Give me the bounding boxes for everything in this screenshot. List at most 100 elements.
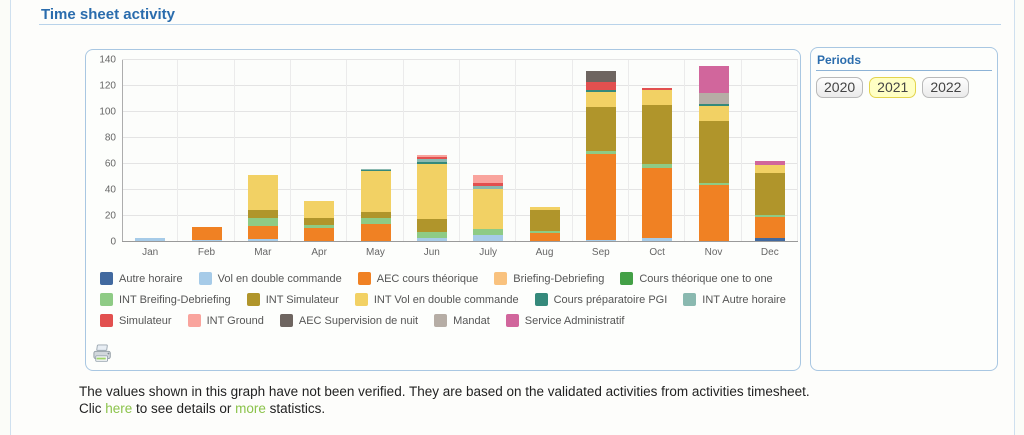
bar-segment xyxy=(754,164,785,174)
footer-line2-mid: to see details or xyxy=(132,401,236,416)
footer-line2: Clic here to see details or more statist… xyxy=(79,400,810,417)
legend-label: Simulateur xyxy=(119,314,172,327)
legend-label: Vol en double commande xyxy=(217,272,342,285)
bar-segment xyxy=(754,237,785,241)
legend-item: INT Vol en double commande xyxy=(354,293,519,306)
printer-icon[interactable] xyxy=(92,344,114,364)
bar-segment xyxy=(416,155,447,158)
bar-segment xyxy=(247,210,278,219)
legend-item: Vol en double commande xyxy=(198,272,342,285)
period-button-2020[interactable]: 2020 xyxy=(816,77,864,98)
chart-plot-area xyxy=(122,59,798,242)
bar-segment xyxy=(360,170,391,171)
bar-feb xyxy=(191,226,222,241)
chart-x-axis: Jan Feb Mar Apr May Jun July Aug Sep Oct Nov Dec xyxy=(122,247,798,261)
gridline-v xyxy=(290,60,291,242)
legend-swatch-icon xyxy=(187,314,201,327)
chart-y-axis: 0 20 40 60 80 100 120 140 xyxy=(86,55,118,248)
footer-line2-prefix: Clic xyxy=(79,401,106,416)
legend-swatch-icon xyxy=(683,293,697,306)
legend-swatch-icon xyxy=(494,272,508,285)
chart-legend: Autre horaire Vol en double commande AEC c… xyxy=(100,272,794,335)
gridline-v xyxy=(346,60,348,242)
x-tick-label: Mar xyxy=(254,247,272,258)
bar-segment xyxy=(642,237,673,241)
legend-item: Simulateur xyxy=(100,314,172,327)
gridline-v xyxy=(233,60,235,242)
x-tick-label: Sep xyxy=(591,247,610,258)
y-tick-label: 80 xyxy=(104,132,116,144)
bar-segment xyxy=(698,182,729,186)
bar-segment xyxy=(698,185,729,241)
y-tick-label: 20 xyxy=(104,210,116,222)
bar-segment xyxy=(529,231,560,233)
bar-segment xyxy=(642,90,673,105)
here-link[interactable]: here xyxy=(105,401,133,416)
bar-segment xyxy=(247,175,278,211)
more-link[interactable]: more xyxy=(235,401,266,416)
bar-segment xyxy=(191,226,222,240)
legend-label: INT Vol en double commande xyxy=(373,293,519,306)
bar-segment xyxy=(304,200,335,218)
bar-segment xyxy=(642,164,673,168)
legend-item: INT Autre horaire xyxy=(683,293,786,306)
period-button-2021[interactable]: 2021 xyxy=(869,77,917,98)
bar-dec xyxy=(754,161,785,241)
bar-segment xyxy=(642,167,673,238)
legend-label: INT Ground xyxy=(206,314,264,327)
gridline-h xyxy=(122,137,798,138)
bar-segment xyxy=(416,161,447,165)
legend-item: Service Administratif xyxy=(505,314,624,327)
bar-segment xyxy=(529,232,560,241)
legend-row: INT Breifing-Debriefing INT Simulateur INT… xyxy=(100,293,794,306)
legend-swatch-icon xyxy=(100,314,113,327)
footer-line2-suffix: statistics. xyxy=(265,401,326,416)
x-tick-label: Dec xyxy=(760,247,779,258)
legend-label: Briefing-Debriefing xyxy=(513,272,605,285)
x-tick-label: July xyxy=(479,247,498,258)
legend-swatch-icon xyxy=(198,272,212,285)
y-tick-label: 0 xyxy=(110,236,116,248)
bar-segment xyxy=(304,225,335,228)
bar-segment xyxy=(473,189,504,230)
x-axis-line xyxy=(122,241,798,242)
legend-label: INT Simulateur xyxy=(265,293,339,306)
gridline-v xyxy=(402,60,404,242)
bar-segment xyxy=(585,239,616,241)
bar-segment xyxy=(473,234,504,241)
legend-swatch-icon xyxy=(357,272,371,285)
bar-july xyxy=(473,175,504,241)
legend-item: INT Ground xyxy=(187,314,264,327)
legend-label: Autre horaire xyxy=(119,272,183,285)
legend-item: AEC Supervision de nuit xyxy=(279,314,418,327)
gridline-v xyxy=(571,60,573,242)
gridline-h xyxy=(122,189,798,190)
gridline-v xyxy=(797,60,798,242)
bar-segment xyxy=(304,228,335,241)
title-divider xyxy=(39,24,1001,25)
bar-segment xyxy=(754,161,785,165)
bar-segment xyxy=(416,159,447,162)
legend-label: INT Autre horaire xyxy=(702,293,786,306)
y-tick-label: 120 xyxy=(99,80,116,92)
bar-segment xyxy=(191,239,222,241)
legend-label: Cours préparatoire PGI xyxy=(553,293,668,306)
gridline-v xyxy=(740,60,742,242)
bar-jan xyxy=(135,238,166,241)
x-tick-label: Feb xyxy=(197,247,216,258)
bar-aug xyxy=(529,207,560,241)
legend-item: Cours préparatoire PGI xyxy=(534,293,668,306)
bar-may xyxy=(360,168,391,241)
legend-swatch-icon xyxy=(246,293,260,306)
bar-oct xyxy=(642,87,673,241)
bar-segment xyxy=(135,238,166,241)
bar-segment xyxy=(585,151,616,154)
legend-item: AEC cours théorique xyxy=(357,272,478,285)
period-button-2022[interactable]: 2022 xyxy=(922,77,970,98)
bar-segment xyxy=(473,183,504,187)
legend-label: Cours théorique one to one xyxy=(639,272,773,285)
bar-segment xyxy=(360,212,391,218)
gridline-h xyxy=(122,163,798,164)
gridline-v xyxy=(628,60,629,242)
footer-line1: The values shown in this graph have not … xyxy=(79,384,810,399)
